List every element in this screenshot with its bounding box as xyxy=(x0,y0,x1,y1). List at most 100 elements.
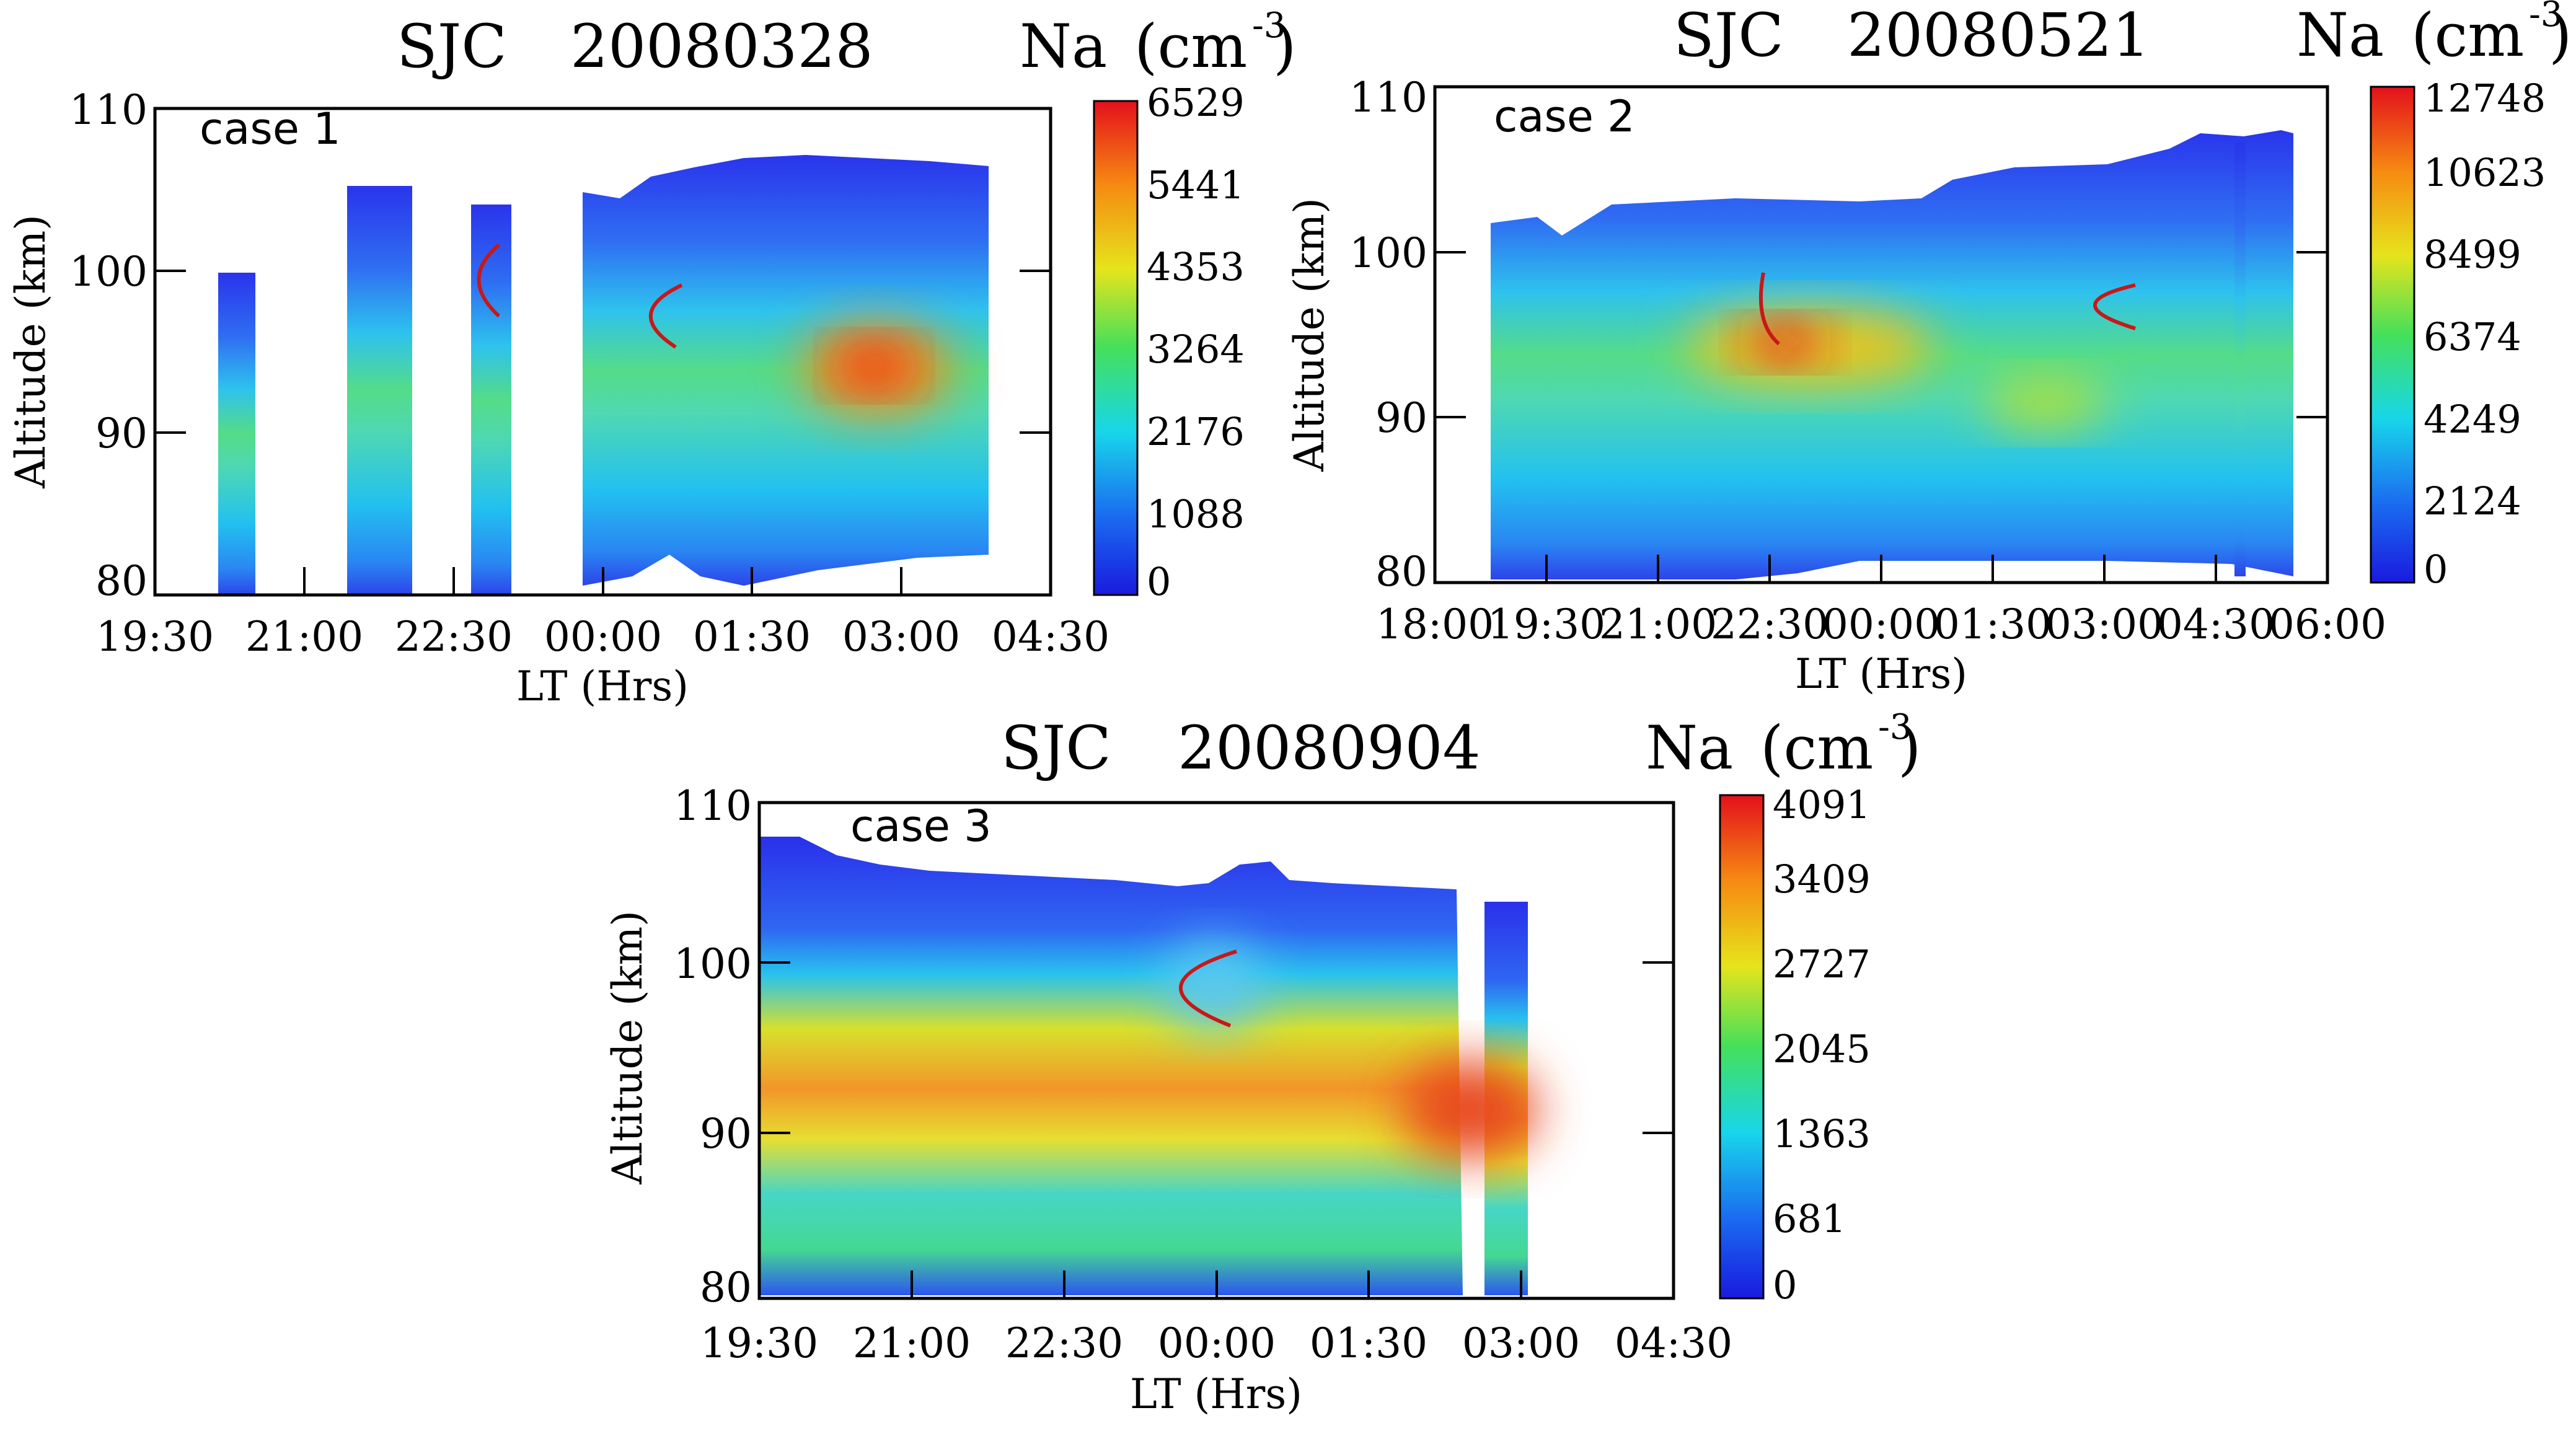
plot-area xyxy=(757,801,1675,1300)
panel-station: SJC xyxy=(1001,713,1111,783)
colorbar: Na (cm -3 ) 4091 3409 2727 2045 1363 681… xyxy=(1646,707,1921,1308)
y-tick-label: 80 xyxy=(1375,548,1427,596)
colorbar-unit-exponent: -3 xyxy=(1252,6,1286,46)
colorbar-tick-label: 0 xyxy=(1147,559,1171,604)
annotation-arc xyxy=(649,283,683,349)
panel-date: 20080904 xyxy=(1178,713,1481,783)
case-label: case 3 xyxy=(850,801,992,852)
colorbar-tick-label: 4091 xyxy=(1773,782,1871,827)
x-tick-label: 04:30 xyxy=(2157,601,2275,648)
colorbar-tick-label: 2727 xyxy=(1773,941,1871,987)
colorbar-tick-label: 0 xyxy=(1773,1262,1797,1308)
colorbar: Na (cm -3 ) 6529 5441 4353 3264 2176 108… xyxy=(1020,6,1296,604)
panel-station: SJC xyxy=(397,12,507,81)
colorbar-unit: (cm xyxy=(2411,1,2524,70)
x-tick-label: 22:30 xyxy=(1005,1319,1123,1367)
x-tick-label: 19:30 xyxy=(700,1319,818,1367)
x-tick-label: 00:00 xyxy=(1822,601,1940,648)
y-tick-label: 80 xyxy=(95,557,148,605)
colorbar-unit-close: ) xyxy=(1898,713,1921,783)
x-axis-label: LT (Hrs) xyxy=(1795,650,1967,698)
panel-date: 20080521 xyxy=(1847,1,2150,70)
x-axis-label: LT (Hrs) xyxy=(516,663,689,710)
data-segment xyxy=(583,155,989,586)
x-tick-label: 00:00 xyxy=(544,613,662,661)
x-axis-label: LT (Hrs) xyxy=(1130,1370,1302,1418)
colorbar-tick-label: 1363 xyxy=(1773,1111,1871,1156)
colorbar-unit-exponent: -3 xyxy=(2529,0,2563,35)
annotation-arc xyxy=(477,243,501,318)
data-segment xyxy=(2234,143,2246,576)
density-field xyxy=(759,837,1537,1295)
y-tick-label: 110 xyxy=(69,86,148,134)
x-tick-label: 22:30 xyxy=(395,613,513,661)
colorbar-tick-label: 2045 xyxy=(1773,1026,1871,1072)
x-tick-label: 21:00 xyxy=(245,613,363,661)
x-tick-label: 03:00 xyxy=(2045,601,2163,648)
y-axis-label: Altitude (km) xyxy=(604,910,651,1185)
x-tick-label: 04:30 xyxy=(1615,1319,1732,1367)
x-tick-label: 01:30 xyxy=(1310,1319,1427,1367)
density-field xyxy=(1491,130,2293,579)
y-axis: 110 100 90 80 xyxy=(1349,74,2327,596)
data-segment xyxy=(347,186,412,595)
panel-date: 20080328 xyxy=(570,12,873,81)
panel-station: SJC xyxy=(1674,1,1784,70)
x-tick-label: 22:30 xyxy=(1711,601,1828,648)
y-tick-label: 90 xyxy=(700,1110,752,1158)
colorbar-unit: (cm xyxy=(1134,12,1247,81)
chart-panel-case-2: SJC 20080521 case 2 110 100 90 80 xyxy=(1286,0,2572,698)
y-axis: 110 100 90 80 xyxy=(69,86,1051,605)
chart-panel-case-3: SJC 20080904 case 3 110 100 90 80 xyxy=(604,707,1921,1418)
x-tick-label: 03:00 xyxy=(842,613,960,661)
colorbar-title: Na xyxy=(1020,12,1107,81)
x-tick-label: 19:30 xyxy=(96,613,214,661)
y-axis: 110 100 90 80 xyxy=(674,782,1674,1311)
x-tick-label: 06:00 xyxy=(2269,601,2386,648)
layer-max-region xyxy=(1748,324,1822,361)
y-tick-label: 110 xyxy=(1349,74,1427,121)
density-field xyxy=(218,155,989,595)
colorbar-tick-label: 10623 xyxy=(2424,150,2546,195)
colorbar-unit: (cm xyxy=(1760,713,1873,783)
colorbar-tick-label: 6529 xyxy=(1147,80,1245,125)
x-axis: 19:30 21:00 22:30 00:00 01:30 03:00 04:3… xyxy=(96,567,1109,661)
y-tick-label: 100 xyxy=(674,940,752,988)
colorbar-title: Na xyxy=(1646,713,1733,783)
x-tick-label: 21:00 xyxy=(853,1319,971,1367)
colorbar-tick-label: 2176 xyxy=(1147,409,1245,454)
y-tick-label: 100 xyxy=(69,248,148,296)
layer-max-region xyxy=(1165,942,1264,1029)
x-tick-label: 01:30 xyxy=(693,613,811,661)
y-tick-label: 90 xyxy=(95,410,148,457)
x-tick-label: 01:30 xyxy=(1934,601,2052,648)
case-label: case 1 xyxy=(200,103,341,154)
x-tick-label: 00:00 xyxy=(1158,1319,1276,1367)
x-tick-label: 18:00 xyxy=(1376,601,1494,648)
colorbar-title: Na xyxy=(2296,1,2384,70)
data-segment xyxy=(471,205,511,595)
x-axis: 18:00 19:30 21:00 22:30 00:00 01:30 03:0… xyxy=(1376,555,2386,648)
colorbar-scale xyxy=(2370,86,2415,584)
colorbar-unit-exponent: -3 xyxy=(1878,707,1912,747)
y-tick-label: 110 xyxy=(674,782,752,830)
layer-max-region xyxy=(1983,378,2107,428)
plot-area xyxy=(1433,85,2329,584)
colorbar-tick-label: 3409 xyxy=(1773,856,1871,902)
colorbar-unit-close: ) xyxy=(2549,1,2572,70)
colorbar-tick-label: 6374 xyxy=(2424,314,2521,359)
chart-panel-case-1: SJC 20080328 case 1 110 100 xyxy=(7,6,1296,710)
colorbar-tick-label: 5441 xyxy=(1147,162,1245,208)
x-tick-label: 03:00 xyxy=(1462,1319,1580,1367)
annotation-arc xyxy=(1179,949,1237,1028)
y-tick-label: 100 xyxy=(1349,229,1427,277)
x-axis: 19:30 21:00 22:30 00:00 01:30 03:00 04:3… xyxy=(700,1270,1732,1367)
colorbar-tick-label: 1088 xyxy=(1147,491,1245,537)
colorbar-tick-label: 8499 xyxy=(2424,232,2521,277)
colorbar-tick-label: 4249 xyxy=(2424,397,2521,442)
case-label: case 2 xyxy=(1494,91,1635,142)
colorbar-tick-label: 0 xyxy=(2424,547,2448,592)
annotation-arc xyxy=(1758,272,1781,346)
colorbar-tick-label: 12748 xyxy=(2424,76,2546,121)
